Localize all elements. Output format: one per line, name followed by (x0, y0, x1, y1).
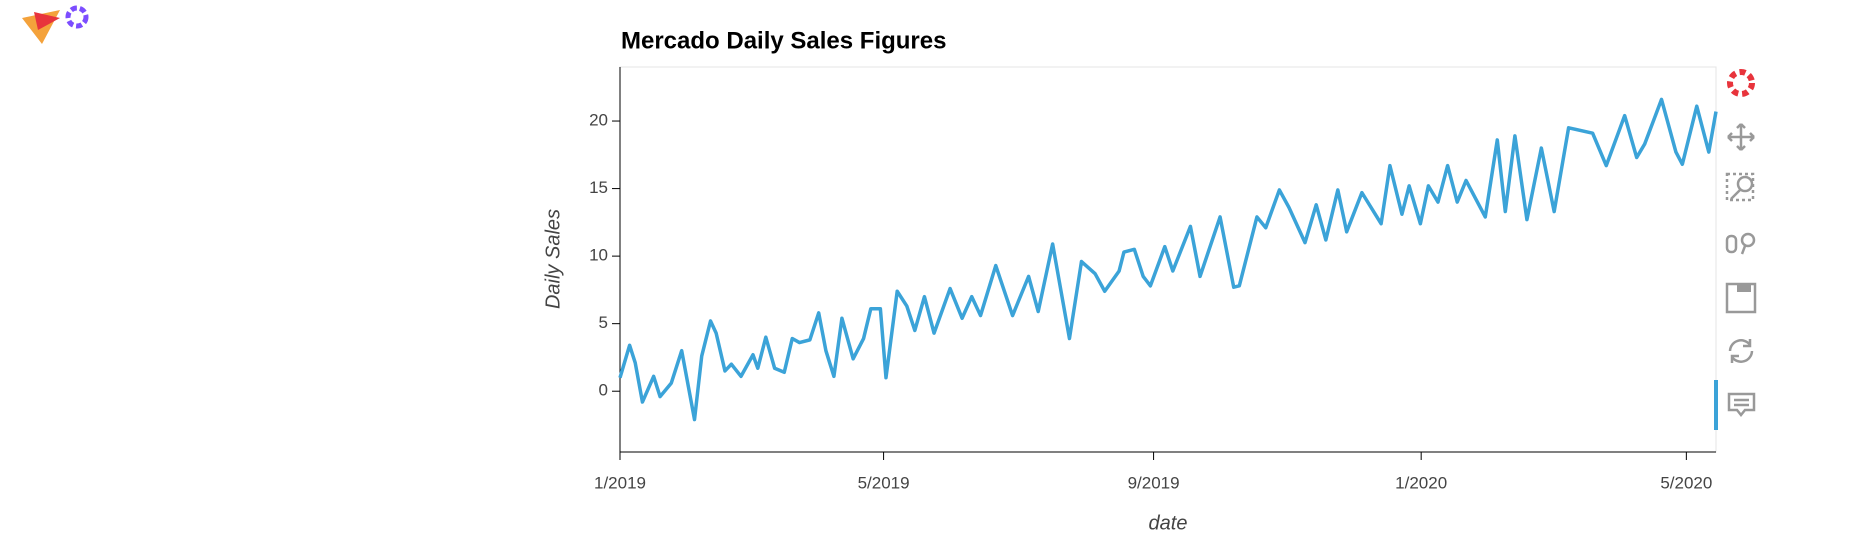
pan-tool[interactable] (1727, 123, 1755, 151)
wheel-zoom-tool[interactable] (1725, 232, 1756, 255)
x-tick-label: 1/2019 (594, 473, 646, 492)
chart-title: Mercado Daily Sales Figures (621, 27, 946, 54)
x-tick-label: 9/2019 (1128, 473, 1180, 492)
toolbar[interactable] (1714, 69, 1757, 430)
x-tick-label: 1/2020 (1395, 473, 1447, 492)
x-axis-label: date (1149, 512, 1188, 534)
y-tick-label: 20 (589, 111, 608, 130)
box-zoom-tool[interactable] (1725, 172, 1755, 202)
save-tool[interactable] (1725, 282, 1757, 314)
y-tick-label: 5 (599, 313, 608, 332)
y-tick-label: 15 (589, 178, 608, 197)
bokeh-logo[interactable] (1727, 69, 1755, 97)
y-tick-label: 10 (589, 246, 608, 265)
hover-tool[interactable] (1727, 392, 1756, 418)
y-axis-label: Daily Sales (542, 209, 564, 309)
logo (22, 5, 89, 44)
y-tick-label: 0 (599, 381, 608, 400)
active-tool-indicator (1714, 380, 1718, 430)
x-tick-label: 5/2019 (858, 473, 910, 492)
reset-tool[interactable] (1728, 339, 1754, 363)
x-tick-label: 5/2020 (1660, 473, 1712, 492)
data-line (618, 97, 1718, 422)
